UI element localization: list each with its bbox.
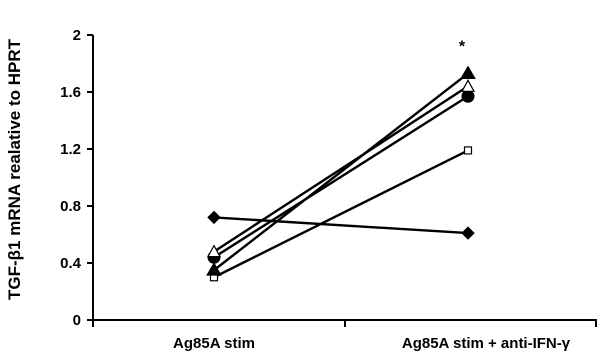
labels: 0 0.4 0.8 1.2 1.6 2 Ag85A stim Ag85A stim + ant… [5,27,571,352]
series-layer [206,65,476,282]
y-tick-label: 0.4 [60,255,82,272]
data-point-diamond [207,210,221,225]
data-point-triangle-open [460,79,476,92]
y-tick-label: 0.8 [60,198,81,215]
series-line [213,149,469,279]
series-line [213,72,469,272]
data-point-diamond [461,226,475,240]
x-tick-label: Ag85A stim + anti-IFN-γ [402,335,571,352]
significance-asterisk: * [459,38,466,55]
y-tick-label: 2 [73,27,81,44]
series-line [213,216,469,235]
series-line [213,95,469,259]
data-point-circle [461,89,475,103]
y-tick-label: 1.6 [60,84,81,101]
data-point-square [463,146,473,155]
data-point-triangle-open [206,244,222,258]
axes [87,34,597,327]
x-tick-label: Ag85A stim [173,335,255,352]
y-tick-label: 0 [73,312,81,329]
series-line [213,85,469,253]
y-axis-title: TGF-β1 mRNA realative to HPRT [5,38,24,300]
data-point-triangle [460,65,476,79]
y-tick-label: 1.2 [60,141,81,158]
data-point-triangle [206,262,222,276]
